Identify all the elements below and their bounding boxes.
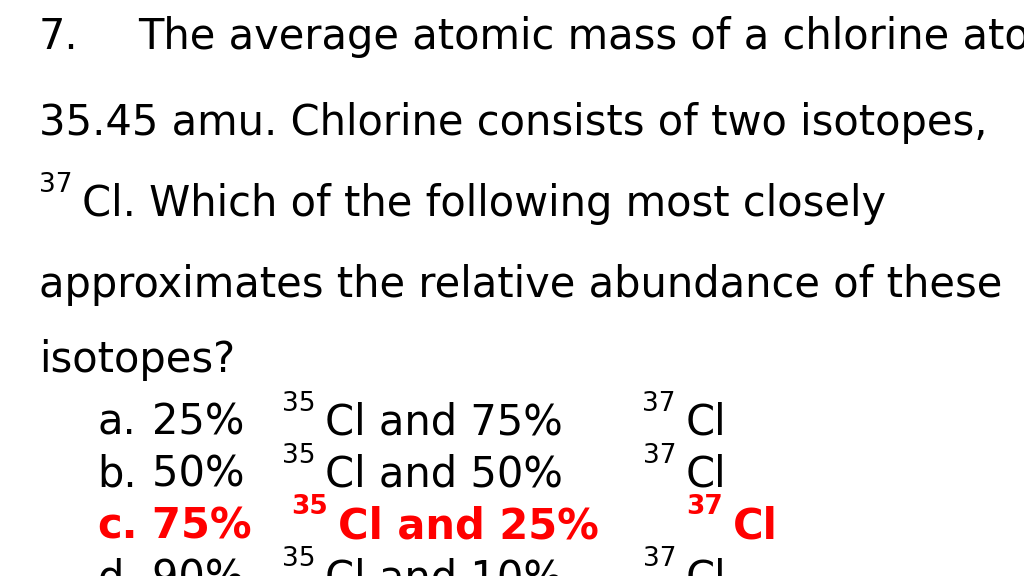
Text: 7.: 7. xyxy=(39,16,79,58)
Text: Cl: Cl xyxy=(733,506,778,548)
Text: 35.45 amu. Chlorine consists of two isotopes,: 35.45 amu. Chlorine consists of two isot… xyxy=(39,103,1000,145)
Text: 37: 37 xyxy=(39,172,73,198)
Text: 25%: 25% xyxy=(152,402,252,444)
Text: 90%: 90% xyxy=(152,558,252,576)
Text: Cl and 10%: Cl and 10% xyxy=(325,558,571,576)
Text: Cl: Cl xyxy=(686,454,727,496)
Text: 35: 35 xyxy=(282,391,315,416)
Text: Cl and 75%: Cl and 75% xyxy=(325,402,571,444)
Text: Cl: Cl xyxy=(686,558,726,576)
Text: isotopes?: isotopes? xyxy=(39,339,236,381)
Text: 35: 35 xyxy=(291,494,328,520)
Text: approximates the relative abundance of these: approximates the relative abundance of t… xyxy=(39,264,1002,306)
Text: d.: d. xyxy=(97,558,137,576)
Text: 37: 37 xyxy=(686,494,723,520)
Text: 35: 35 xyxy=(282,442,315,468)
Text: Cl. Which of the following most closely: Cl. Which of the following most closely xyxy=(82,183,886,225)
Text: a.: a. xyxy=(97,402,136,444)
Text: b.: b. xyxy=(97,454,137,496)
Text: 37: 37 xyxy=(642,391,676,416)
Text: 50%: 50% xyxy=(152,454,253,496)
Text: The average atomic mass of a chlorine atom is: The average atomic mass of a chlorine at… xyxy=(138,16,1024,58)
Text: Cl and 25%: Cl and 25% xyxy=(338,506,607,548)
Text: Cl: Cl xyxy=(686,402,726,444)
Text: 35: 35 xyxy=(282,546,315,572)
Text: 37: 37 xyxy=(643,442,676,468)
Text: Cl and 50%: Cl and 50% xyxy=(325,454,571,496)
Text: 75%: 75% xyxy=(152,506,259,548)
Text: c.: c. xyxy=(97,506,138,548)
Text: 37: 37 xyxy=(642,546,676,572)
